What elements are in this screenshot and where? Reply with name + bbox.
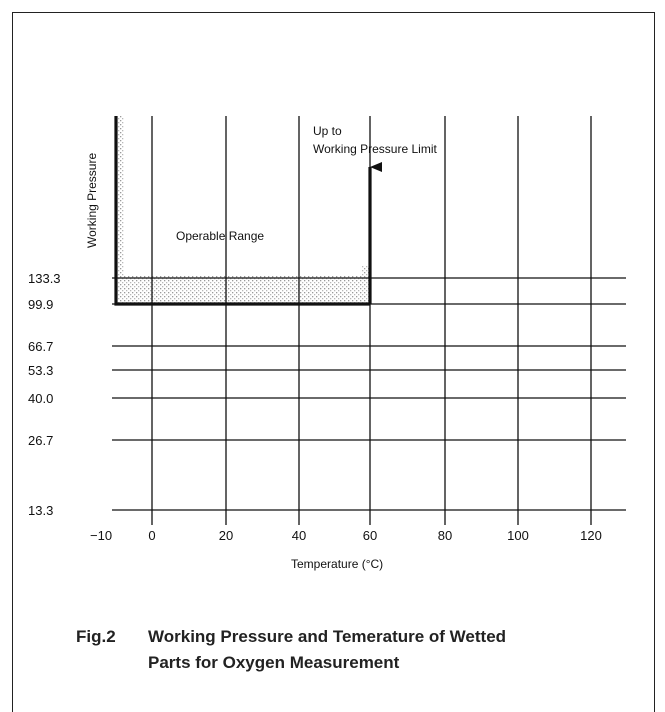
x-tick-label: 120 xyxy=(580,528,602,543)
x-tick-label: 100 xyxy=(507,528,529,543)
caption-line1: Working Pressure and Temerature of Wette… xyxy=(148,627,507,646)
operable-range-boundary xyxy=(114,116,370,306)
x-tick-label: 80 xyxy=(438,528,452,543)
y-tick-labels: 133.3 99.9 66.7 53.3 40.0 26.7 13.3 xyxy=(28,271,61,518)
x-tick-label: 20 xyxy=(219,528,233,543)
shaded-band-right xyxy=(362,266,370,278)
x-tick-label: −10 xyxy=(90,528,112,543)
y-tick-label: 53.3 xyxy=(28,363,53,378)
y-tick-label: 133.3 xyxy=(28,271,61,286)
arrow-label-line2: Working Pressure Limit xyxy=(313,142,437,156)
shaded-band-left xyxy=(116,116,124,306)
caption-number: Fig.2 xyxy=(76,627,116,646)
x-tick-label: 60 xyxy=(363,528,377,543)
x-tick-labels: −10 0 20 40 60 80 100 120 xyxy=(90,528,602,543)
shaded-band-bottom xyxy=(116,276,370,304)
y-tick-label: 13.3 xyxy=(28,503,53,518)
y-tick-label: 66.7 xyxy=(28,339,53,354)
figure-frame xyxy=(12,12,655,712)
x-tick-label: 0 xyxy=(148,528,155,543)
x-tick-label: 40 xyxy=(292,528,306,543)
y-tick-label: 99.9 xyxy=(28,297,53,312)
y-axis-title: Working Pressure xyxy=(85,153,99,248)
y-tick-label: 40.0 xyxy=(28,391,53,406)
arrow-label-line1: Up to xyxy=(313,124,342,138)
y-tick-label: 26.7 xyxy=(28,433,53,448)
operable-range-label: Operable Range xyxy=(176,229,264,243)
caption-line2: Parts for Oxygen Measurement xyxy=(148,653,400,672)
x-axis-title: Temperature (°C) xyxy=(291,557,383,571)
figure-caption: Fig.2 Working Pressure and Temerature of … xyxy=(76,624,646,676)
